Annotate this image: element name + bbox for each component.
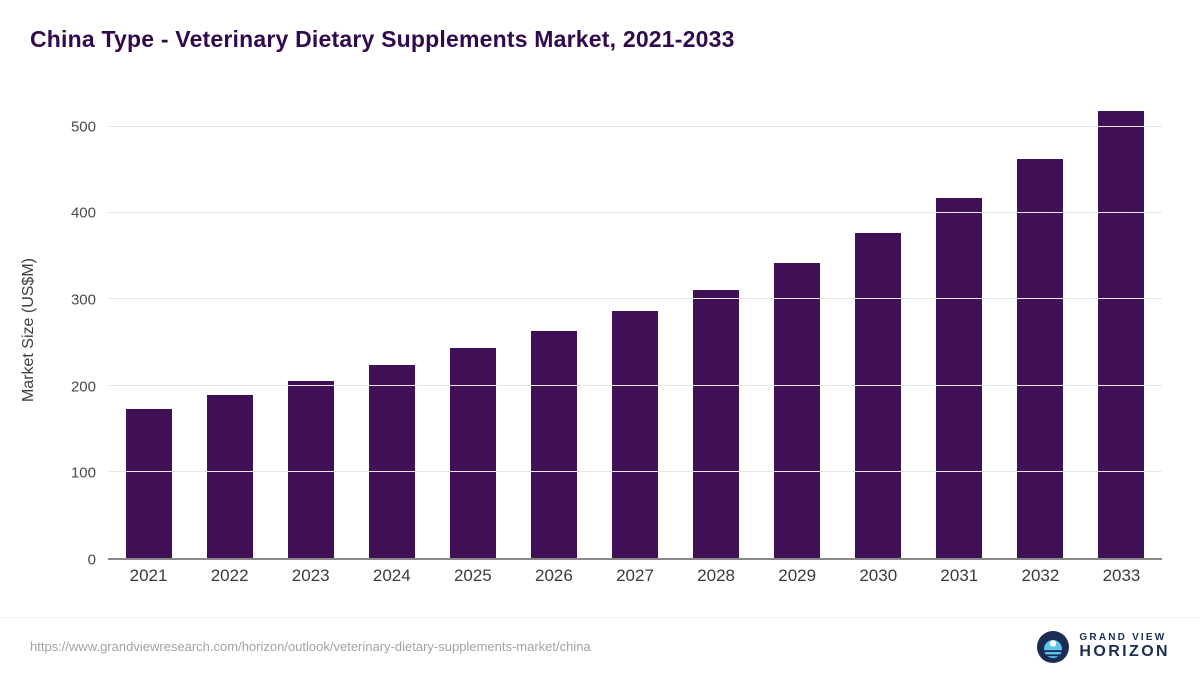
bar-slot-2025 (432, 100, 513, 558)
bar-slot-2024 (351, 100, 432, 558)
y-tick-label-100: 100 (70, 464, 96, 482)
bar-slot-2023 (270, 100, 351, 558)
bar-slot-2030 (838, 100, 919, 558)
logo-line1: GRAND VIEW (1079, 632, 1167, 644)
bar-slot-2021 (108, 100, 189, 558)
bar-2025 (449, 348, 496, 558)
bar-2022 (206, 394, 253, 558)
y-tick-label-400: 400 (70, 204, 96, 222)
bar-2033 (1098, 111, 1145, 558)
source-url: https://www.grandviewresearch.com/horizo… (30, 639, 591, 654)
x-tick-label-2030: 2030 (859, 566, 898, 585)
bar-2027 (612, 311, 658, 558)
x-tick-label-2026: 2026 (535, 566, 573, 585)
bar-slot-2029 (757, 100, 838, 558)
logo-line2: HORIZON (1079, 643, 1170, 661)
x-tick-label-2032: 2032 (1021, 566, 1060, 585)
x-tick-label-2025: 2025 (453, 566, 492, 585)
gridline-500 (108, 125, 1162, 127)
bar-2031 (936, 198, 983, 558)
y-axis-ticks: 0 100 200 300 400 500 (44, 100, 96, 568)
x-tick-label-2033: 2033 (1102, 566, 1141, 585)
bar-slot-2028 (676, 100, 757, 558)
y-tick-label-300: 300 (70, 291, 96, 309)
x-tick-label-2024: 2024 (372, 566, 411, 585)
bar-slot-2032 (1000, 100, 1081, 558)
bars (108, 100, 1162, 558)
x-tick-label-2023: 2023 (291, 566, 330, 585)
chart-title: China Type - Veterinary Dietary Suppleme… (30, 26, 735, 52)
logo-text: GRAND VIEW HORIZON (1079, 632, 1170, 661)
gridline-200 (108, 384, 1162, 386)
bar-2024 (368, 364, 415, 558)
gridline-300 (108, 298, 1162, 300)
y-axis-label-wrap: Market Size (US$M) (16, 100, 42, 560)
grand-view-horizon-logo: GRAND VIEW HORIZON (1037, 630, 1170, 663)
bar-slot-2033 (1081, 100, 1162, 558)
gridline-400 (108, 212, 1162, 213)
x-tick-label-2021: 2021 (129, 566, 168, 585)
plot-area (108, 100, 1162, 560)
x-axis-labels: 2021 2022 2023 2024 2025 2026 2027 2028 2029 2030… (108, 566, 1162, 592)
y-tick-label-200: 200 (70, 378, 96, 396)
bar-slot-2031 (919, 100, 1000, 558)
bar-2030 (855, 232, 902, 558)
y-axis-label: Market Size (US$M) (20, 257, 37, 403)
horizon-sun-icon (1037, 630, 1070, 663)
bar-slot-2027 (594, 100, 675, 558)
bar-2032 (1017, 158, 1064, 558)
gridline-100 (108, 470, 1162, 472)
footer: https://www.grandviewresearch.com/horizo… (0, 617, 1200, 675)
bar-2026 (530, 331, 577, 558)
x-tick-label-2028: 2028 (697, 566, 735, 585)
x-tick-label-2029: 2029 (778, 566, 817, 585)
x-tick-label-2031: 2031 (940, 566, 979, 585)
y-tick-label-500: 500 (70, 118, 96, 136)
bar-2029 (774, 263, 821, 558)
bar-2028 (693, 289, 740, 558)
x-tick-label-2027: 2027 (616, 566, 654, 585)
bar-2021 (125, 408, 172, 558)
bar-2023 (287, 381, 334, 558)
x-tick-label-2022: 2022 (210, 566, 249, 585)
bar-slot-2026 (513, 100, 594, 558)
y-tick-label-0: 0 (87, 551, 96, 569)
bar-slot-2022 (189, 100, 270, 558)
